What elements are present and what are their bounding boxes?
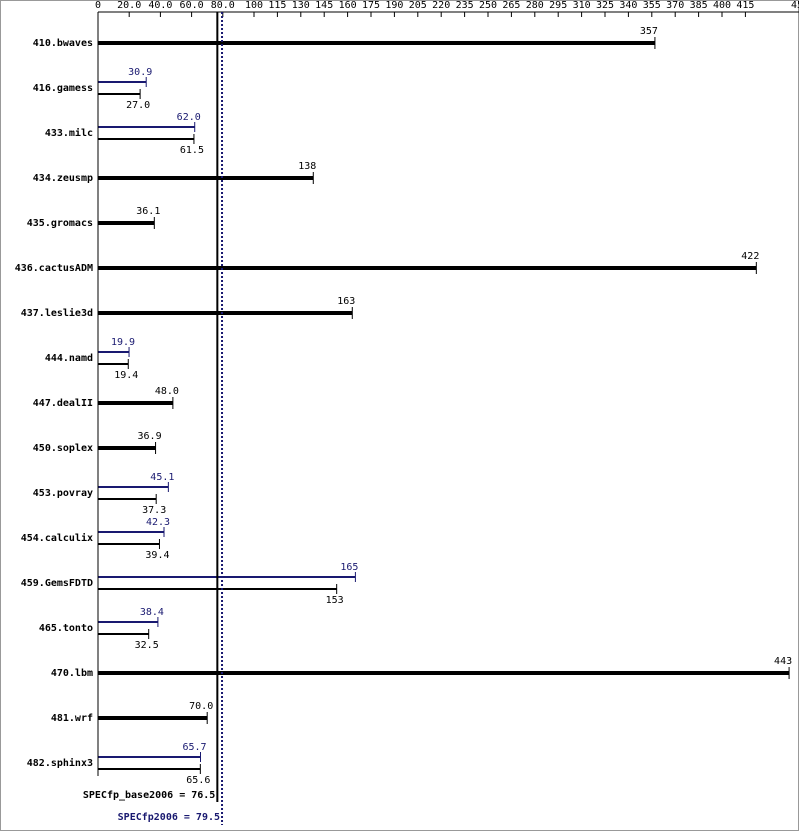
- value-label: 48.0: [155, 386, 179, 397]
- value-label: 19.9: [111, 337, 135, 348]
- x-tick-label: 385: [690, 0, 708, 11]
- bar: [98, 768, 201, 770]
- x-tick-label: 325: [596, 0, 614, 11]
- x-tick-label: 80.0: [211, 0, 235, 11]
- bar: [98, 446, 156, 450]
- bar: [98, 531, 164, 533]
- category-label: 433.milc: [45, 127, 93, 139]
- bar: [98, 401, 173, 405]
- x-tick-label: 175: [362, 0, 380, 11]
- x-tick-label: 205: [409, 0, 427, 11]
- x-tick-label: 220: [432, 0, 450, 11]
- value-label: 27.0: [126, 100, 150, 111]
- bar: [98, 621, 158, 623]
- category-label: 435.gromacs: [27, 218, 93, 229]
- summary-label: SPECfp_base2006 = 76.5: [83, 790, 215, 801]
- x-tick-label: 415: [736, 0, 754, 11]
- bar: [98, 311, 353, 315]
- x-tick-label: 0: [95, 0, 101, 11]
- bar: [98, 671, 790, 675]
- x-tick-label: 280: [526, 0, 544, 11]
- value-label: 42.3: [146, 517, 170, 528]
- bar: [98, 498, 157, 500]
- x-tick-label: 265: [502, 0, 520, 11]
- x-tick-label: 60.0: [180, 0, 204, 11]
- value-label: 45.1: [150, 472, 174, 483]
- bar: [98, 351, 130, 353]
- category-label: 481.wrf: [51, 713, 93, 724]
- x-tick-label: 340: [619, 0, 637, 11]
- value-label: 39.4: [145, 550, 169, 561]
- value-label: 19.4: [114, 370, 138, 381]
- category-label: 444.namd: [45, 353, 93, 364]
- category-label: 416.gamess: [33, 83, 93, 94]
- value-label: 36.1: [136, 206, 160, 217]
- x-tick-label: 235: [456, 0, 474, 11]
- category-label: 482.sphinx3: [27, 757, 93, 769]
- category-label: 453.povray: [33, 488, 93, 499]
- value-label: 422: [741, 251, 759, 262]
- x-tick-label: 355: [643, 0, 661, 11]
- value-label: 38.4: [140, 607, 164, 618]
- bar: [98, 576, 356, 578]
- value-label: 357: [640, 26, 658, 37]
- bar: [98, 221, 155, 225]
- bar: [98, 176, 314, 180]
- x-tick-label: 160: [339, 0, 357, 11]
- bar: [98, 266, 757, 270]
- value-label: 443: [774, 656, 792, 667]
- summary-label: SPECfp2006 = 79.5: [118, 812, 220, 823]
- category-label: 436.cactusADM: [15, 263, 93, 274]
- value-label: 163: [337, 296, 355, 307]
- bar: [98, 363, 129, 365]
- bar: [98, 81, 147, 83]
- x-tick-label: 370: [666, 0, 684, 11]
- value-label: 61.5: [180, 145, 204, 156]
- bar: [98, 93, 141, 95]
- value-label: 32.5: [135, 640, 159, 651]
- x-tick-label: 115: [268, 0, 286, 11]
- bar: [98, 543, 160, 545]
- category-label: 459.GemsFDTD: [21, 578, 93, 589]
- x-tick-label: 40.0: [148, 0, 172, 11]
- x-tick-label: 20.0: [117, 0, 141, 11]
- bar: [98, 716, 208, 720]
- category-label: 465.tonto: [39, 623, 93, 634]
- bar: [98, 138, 194, 140]
- value-label: 70.0: [189, 701, 213, 712]
- category-label: 470.lbm: [51, 668, 93, 679]
- bar: [98, 126, 195, 128]
- bar: [98, 633, 149, 635]
- category-label: 447.dealII: [33, 398, 93, 409]
- x-tick-label: 250: [479, 0, 497, 11]
- bar: [98, 486, 169, 488]
- x-tick-label: 145: [315, 0, 333, 11]
- x-tick-label: 450: [791, 0, 799, 11]
- category-label: 450.soplex: [33, 443, 93, 454]
- value-label: 36.9: [138, 431, 162, 442]
- value-label: 62.0: [177, 112, 201, 123]
- value-label: 153: [326, 595, 344, 606]
- value-label: 165: [340, 562, 358, 573]
- category-label: 434.zeusmp: [33, 173, 93, 184]
- x-tick-label: 400: [713, 0, 731, 11]
- value-label: 138: [298, 161, 316, 172]
- x-tick-label: 190: [385, 0, 403, 11]
- value-label: 65.7: [182, 742, 206, 753]
- x-tick-label: 130: [292, 0, 310, 11]
- value-label: 30.9: [128, 67, 152, 78]
- category-label: 454.calculix: [21, 532, 93, 544]
- value-label: 37.3: [142, 505, 166, 516]
- bar: [98, 41, 655, 45]
- x-tick-label: 295: [549, 0, 567, 11]
- x-tick-label: 310: [573, 0, 591, 11]
- bar: [98, 756, 201, 758]
- category-label: 437.leslie3d: [21, 307, 93, 319]
- x-tick-label: 100: [245, 0, 263, 11]
- value-label: 65.6: [186, 775, 210, 786]
- category-label: 410.bwaves: [33, 38, 93, 49]
